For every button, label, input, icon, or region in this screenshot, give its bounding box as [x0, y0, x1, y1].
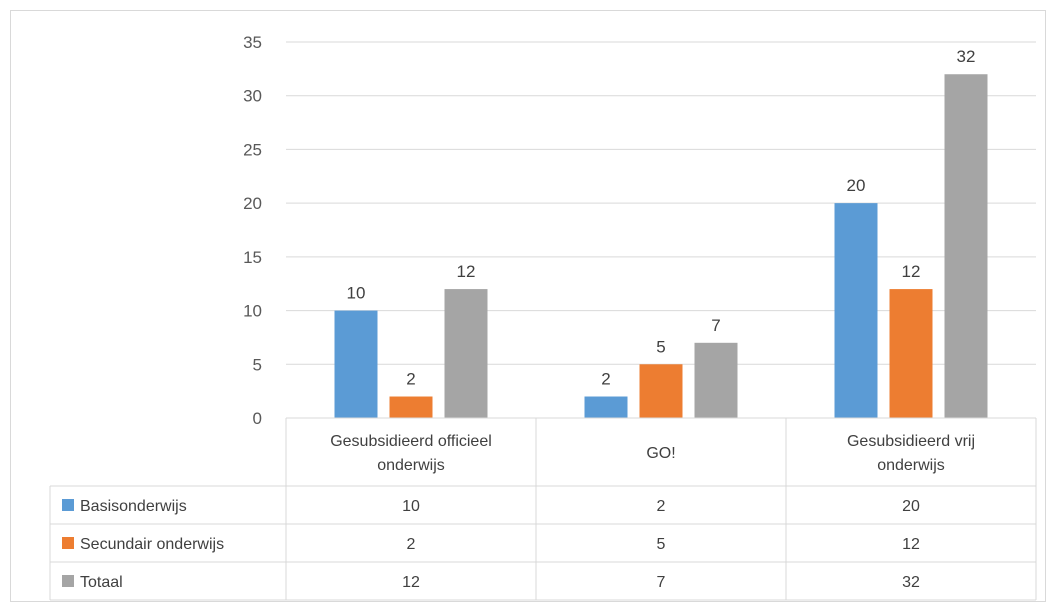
bar: [944, 74, 988, 418]
y-tick-label: 15: [243, 248, 262, 267]
data-label: 12: [902, 262, 921, 281]
data-label: 20: [847, 176, 866, 195]
legend-key: [62, 499, 74, 511]
y-tick-label: 20: [243, 194, 262, 213]
category-label: onderwijs: [877, 457, 945, 474]
series-name: Totaal: [80, 574, 123, 591]
data-label: 2: [601, 370, 610, 389]
bar: [694, 342, 738, 418]
data-label: 5: [656, 337, 665, 356]
table-cell-value: 5: [657, 536, 666, 553]
y-tick-label: 0: [253, 409, 262, 428]
y-tick-label: 25: [243, 140, 262, 159]
series-name: Basisonderwijs: [80, 498, 187, 515]
data-label: 32: [957, 47, 976, 66]
y-tick-label: 5: [253, 355, 262, 374]
category-label: GO!: [646, 445, 675, 462]
data-label: 10: [347, 284, 366, 303]
legend-key: [62, 537, 74, 549]
bar: [639, 364, 683, 418]
bar: [389, 396, 433, 418]
y-tick-label: 30: [243, 87, 262, 106]
data-label: 12: [457, 262, 476, 281]
series-name: Secundair onderwijs: [80, 536, 224, 553]
data-label: 2: [406, 370, 415, 389]
table-cell-value: 2: [657, 498, 666, 515]
table-cell-value: 12: [902, 536, 920, 553]
bar: [584, 396, 628, 418]
bar: [834, 203, 878, 418]
table-cell-value: 7: [657, 574, 666, 591]
category-label: onderwijs: [377, 457, 445, 474]
y-tick-label: 10: [243, 302, 262, 321]
table-cell-value: 12: [402, 574, 420, 591]
bar: [334, 310, 378, 418]
bar: [444, 289, 488, 418]
table-cell-value: 32: [902, 574, 920, 591]
legend-key: [62, 575, 74, 587]
category-label: Gesubsidieerd officieel: [330, 433, 492, 450]
table-cell-value: 10: [402, 498, 420, 515]
y-tick-label: 35: [243, 33, 262, 52]
category-label: Gesubsidieerd vrij: [847, 433, 975, 450]
table-cell-value: 20: [902, 498, 920, 515]
data-label: 7: [711, 316, 720, 335]
table-cell-value: 2: [407, 536, 416, 553]
bar: [889, 289, 933, 418]
